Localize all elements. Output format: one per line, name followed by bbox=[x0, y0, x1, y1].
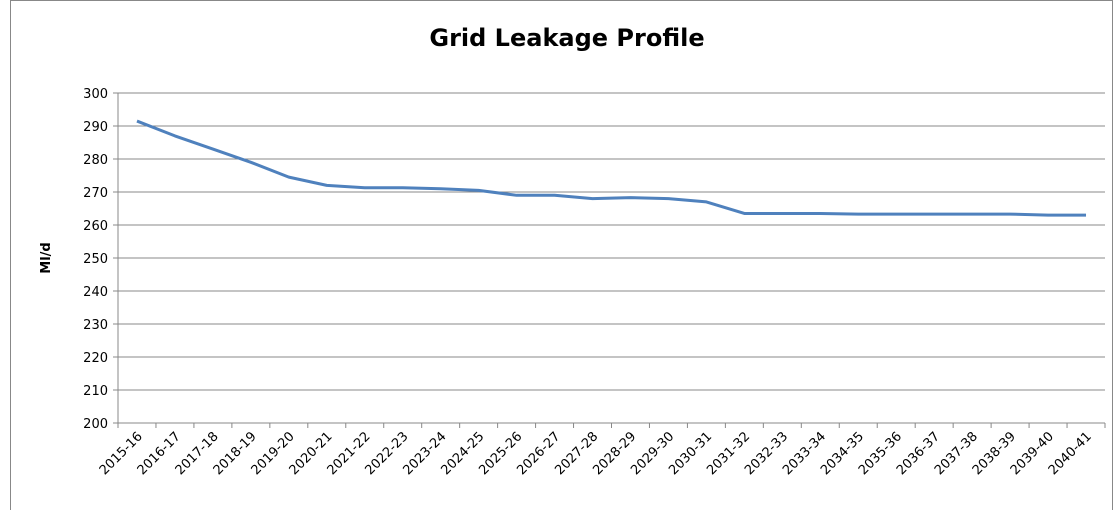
y-tick-label: 210 bbox=[83, 384, 108, 399]
y-tick-label: 270 bbox=[83, 186, 108, 201]
chart-border bbox=[10, 0, 1113, 510]
y-tick-label: 260 bbox=[83, 219, 108, 234]
y-tick-label: 220 bbox=[83, 351, 108, 366]
y-tick-label: 280 bbox=[83, 153, 108, 168]
chart-title: Grid Leakage Profile bbox=[429, 24, 704, 52]
y-tick-label: 240 bbox=[83, 285, 108, 300]
y-tick-label: 300 bbox=[83, 87, 108, 102]
line-series bbox=[136, 119, 1087, 217]
y-tick-label: 230 bbox=[83, 318, 108, 333]
y-axis-label: Ml/d bbox=[39, 242, 54, 273]
y-tick-label: 200 bbox=[83, 417, 108, 432]
y-tick-label: 250 bbox=[83, 252, 108, 267]
y-tick-label: 290 bbox=[83, 120, 108, 135]
